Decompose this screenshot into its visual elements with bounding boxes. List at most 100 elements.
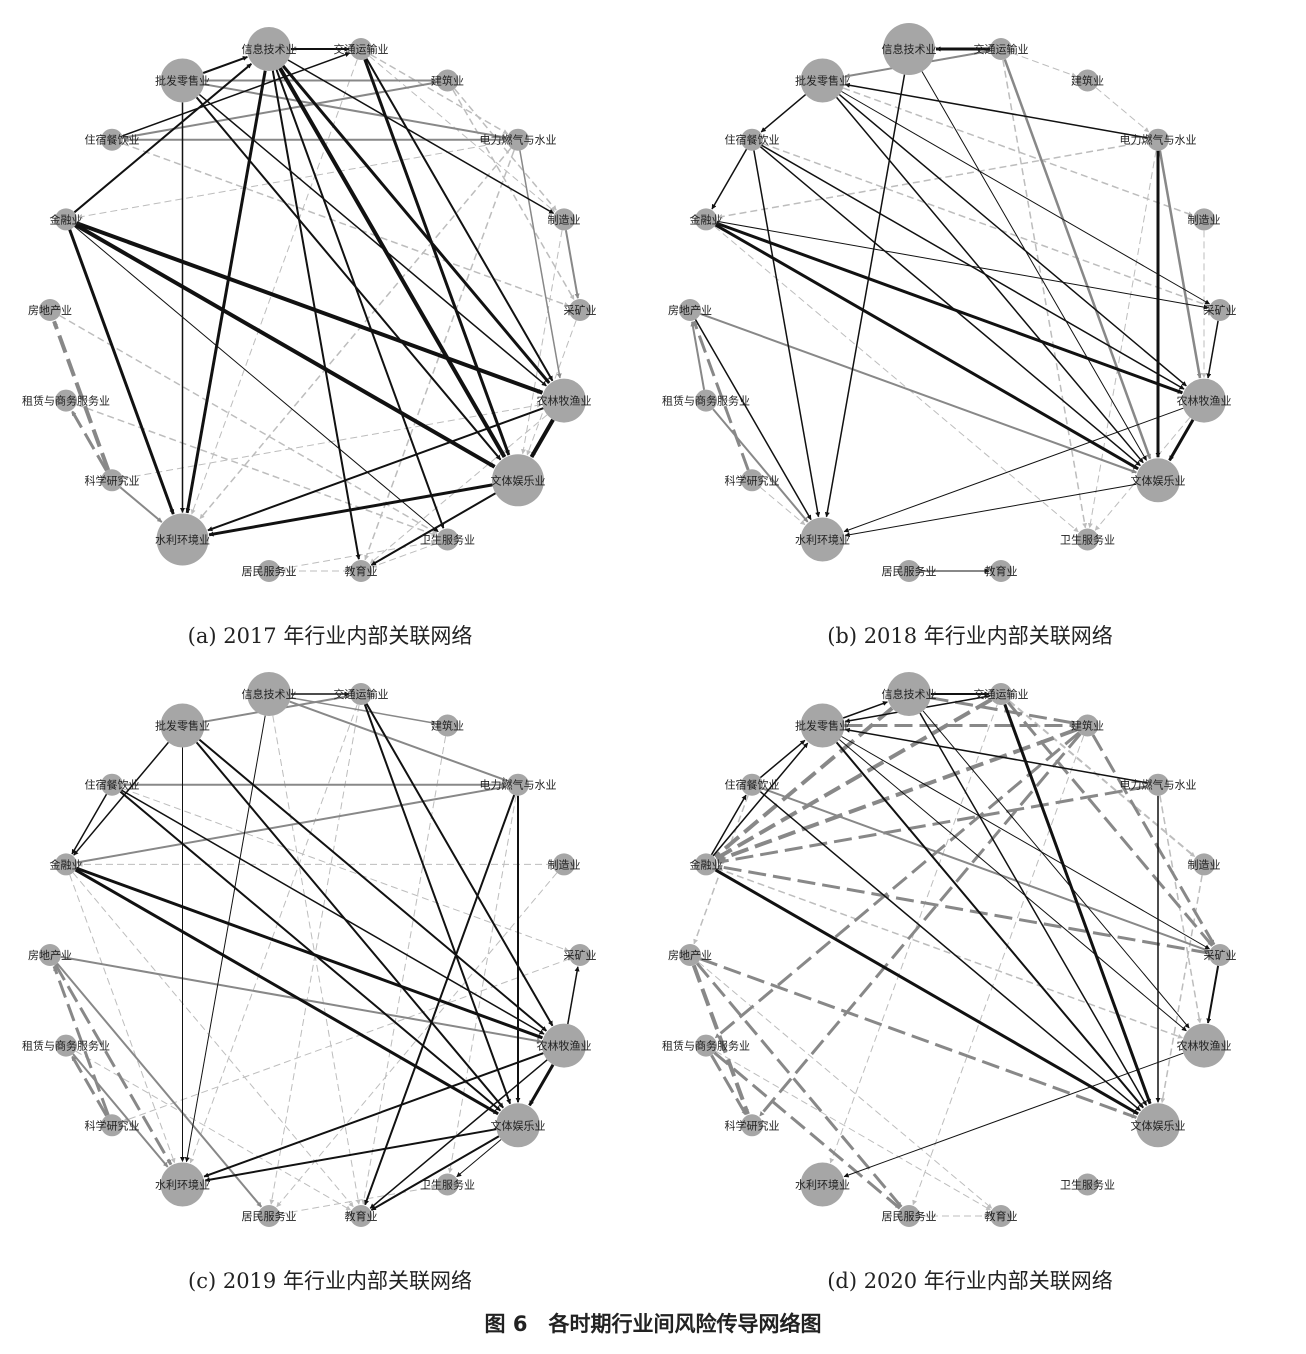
edge-住宿餐饮业-to-批发零售业	[759, 739, 806, 779]
node-采矿业	[1209, 944, 1231, 966]
node-建筑业	[436, 714, 459, 737]
edge-信息技术业-to-文体娱乐业	[278, 67, 507, 458]
node-电力燃气与水业	[1147, 128, 1169, 151]
node-label: 金融业	[690, 212, 723, 226]
node-信息技术业	[247, 672, 291, 716]
node-label: 制造业	[548, 857, 581, 871]
node-卫生服务业	[436, 1173, 459, 1196]
node-批发零售业	[160, 703, 205, 748]
node-制造业	[553, 208, 575, 231]
node-label: 信息技术业	[242, 687, 297, 701]
edge-农林牧渔业-to-教育业	[369, 414, 548, 564]
edge-金融业-to-住宿餐饮业	[710, 794, 747, 856]
node-金融业	[55, 208, 77, 231]
node-label: 电力燃气与水业	[1120, 778, 1197, 792]
node-label: 交通运输业	[334, 687, 389, 701]
edge-建筑业-to-采矿业	[452, 89, 575, 301]
edge-农林牧渔业-to-水利环境业	[207, 407, 544, 532]
edge-农林牧渔业-to-文体娱乐业	[528, 1063, 555, 1107]
edge-信息技术业-to-文体娱乐业	[921, 71, 1147, 461]
edge-文体娱乐业-to-教育业	[370, 1135, 500, 1211]
edge-批发零售业-to-住宿餐饮业	[760, 94, 807, 133]
edge-住宿餐饮业-to-采矿业	[761, 787, 1210, 952]
node-居民服务业	[898, 560, 920, 582]
node-教育业	[350, 560, 372, 582]
node-label: 水利环境业	[795, 533, 850, 547]
node-租赁与商务服务业	[55, 389, 77, 412]
edge-建筑业-to-租赁与商务服务业	[714, 731, 1081, 1040]
caption-2020: (d) 2020 年行业内部关联网络	[827, 1269, 1113, 1293]
node-label: 金融业	[690, 857, 723, 871]
node-label: 水利环境业	[155, 1178, 210, 1192]
edge-农林牧渔业-to-水利环境业	[203, 1052, 544, 1178]
edge-电力燃气与水业-to-金融业	[717, 140, 1148, 219]
edge-电力燃气与水业-to-农林牧渔业	[1159, 795, 1202, 1024]
node-label: 租赁与商务服务业	[22, 394, 110, 408]
edge-信息技术业-to-制造业	[287, 59, 555, 215]
edge-建筑业-to-电力燃气与水业	[1095, 87, 1150, 133]
edge-交通运输业-to-文体娱乐业	[363, 58, 511, 456]
edge-文体娱乐业-to-水利环境业	[204, 1128, 497, 1183]
edge-房地产业-to-文体娱乐业	[699, 957, 1137, 1119]
edge-交通运输业-to-水利环境业	[190, 59, 358, 515]
edge-电力燃气与水业-to-金融业	[77, 141, 508, 219]
node-住宿餐饮业	[101, 773, 123, 796]
node-住宿餐饮业	[101, 128, 123, 151]
node-科学研究业	[741, 469, 763, 492]
node-采矿业	[1209, 299, 1231, 321]
edge-建筑业-to-教育业	[361, 736, 447, 1205]
edge-采矿业-to-农林牧渔业	[1206, 320, 1219, 379]
edge-信息技术业-to-农林牧渔业	[281, 64, 551, 384]
edge-交通运输业-to-水利环境业	[189, 704, 358, 1164]
node-卫生服务业	[1076, 1173, 1099, 1196]
caption-2019: (c) 2019 年行业内部关联网络	[188, 1269, 472, 1293]
edge-批发零售业-to-农林牧渔业	[198, 94, 547, 387]
edge-科学研究业-to-房地产业	[52, 965, 110, 1116]
edge-批发零售业-to-文体娱乐业	[195, 96, 502, 461]
node-交通运输业	[990, 683, 1012, 705]
edge-房地产业-to-水利环境业	[54, 963, 173, 1166]
node-水利环境业	[160, 1162, 205, 1207]
edge-信息技术业-to-教育业	[271, 70, 361, 560]
node-label: 建筑业	[1071, 74, 1104, 88]
node-电力燃气与水业	[507, 128, 529, 151]
node-电力燃气与水业	[507, 773, 529, 796]
edge-批发零售业-to-农林牧渔业	[839, 739, 1187, 1032]
node-农林牧渔业	[542, 1023, 586, 1068]
node-房地产业	[679, 944, 701, 966]
node-label: 采矿业	[1204, 304, 1237, 317]
node-label: 卫生服务业	[420, 533, 475, 547]
edge-科学研究业-to-水利环境业	[119, 486, 163, 523]
node-制造业	[1193, 208, 1215, 231]
node-label: 科学研究业	[725, 473, 780, 487]
edge-建筑业-to-科学研究业	[758, 732, 1082, 1118]
node-label: 电力燃气与水业	[1120, 133, 1197, 147]
edge-住宿餐饮业-to-交通运输业	[122, 52, 351, 137]
node-农林牧渔业	[1182, 378, 1226, 423]
edge-金融业-to-文体娱乐业	[74, 223, 496, 469]
node-label: 电力燃气与水业	[480, 133, 557, 147]
edge-建筑业-to-居民服务业	[912, 735, 1085, 1206]
node-label: 卫生服务业	[420, 1178, 475, 1192]
node-label: 金融业	[50, 857, 83, 871]
edge-批发零售业-to-农林牧渔业	[198, 738, 548, 1032]
edge-金融业-to-卫生服务业	[74, 226, 439, 533]
edge-建筑业-to-采矿业	[1091, 734, 1216, 946]
node-label: 租赁与商务服务业	[662, 394, 750, 408]
caption-2017: (a) 2017 年行业内部关联网络	[187, 624, 473, 648]
edge-文体娱乐业-to-卫生服务业	[456, 1139, 502, 1178]
edge-住宿餐饮业-to-金融业	[711, 148, 748, 210]
node-label: 房地产业	[668, 948, 712, 962]
node-label: 信息技术业	[242, 42, 297, 56]
node-label: 居民服务业	[242, 565, 297, 578]
node-租赁与商务服务业	[55, 1034, 77, 1057]
edge-租赁与商务服务业-to-卫生服务业	[76, 403, 437, 537]
node-住宿餐饮业	[741, 128, 763, 151]
network-panel-2020: 交通运输业 建筑业 电力燃气与水业 制造业 采矿业 农林牧渔业 文体娱乐业 卫生服务业 教育业 居…	[650, 645, 1290, 1285]
edge-批发零售业-to-文体娱乐业	[195, 741, 504, 1109]
node-label: 房地产业	[28, 303, 72, 317]
node-水利环境业	[800, 517, 845, 562]
